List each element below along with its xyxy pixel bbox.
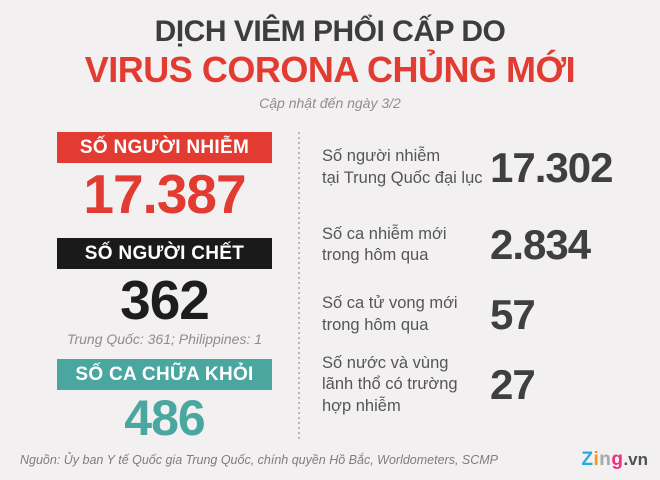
logo-letter-n: n — [599, 449, 612, 470]
stat-value-deaths: 362 — [120, 269, 210, 332]
detail-label: Số người nhiễm tại Trung Quốc đại lục — [322, 147, 483, 187]
summary-column: SỐ NGƯỜI NHIỄM 17.387 SỐ NGƯỜI CHẾT 362 … — [57, 128, 272, 444]
dashed-divider — [298, 132, 300, 440]
detail-label: Số ca tử vong mới trong hôm qua — [322, 294, 458, 334]
detail-row-new-cases: Số ca nhiễm mới trong hôm qua 2.834 — [322, 224, 634, 268]
detail-row-china-infected: Số người nhiễm tại Trung Quốc đại lục 17… — [322, 146, 634, 190]
detail-value: 2.834 — [490, 221, 591, 269]
source-text: Nguồn: Ủy ban Y tế Quốc gia Trung Quốc, … — [20, 453, 499, 467]
stat-block-recovered: SỐ CA CHỮA KHỎI 486 — [57, 359, 272, 444]
detail-row-new-deaths: Số ca tử vong mới trong hôm qua 57 — [322, 293, 634, 337]
update-date-subtitle: Cập nhật đến ngày 3/2 — [259, 94, 401, 111]
detail-label: Số ca nhiễm mới trong hôm qua — [322, 224, 447, 265]
page-title-line1: DỊCH VIÊM PHỔI CẤP DO — [154, 15, 506, 48]
logo-letter-z: Z — [581, 449, 594, 470]
footer: Nguồn: Ủy ban Y tế Quốc gia Trung Quốc, … — [20, 449, 648, 471]
stat-note-deaths-breakdown: Trung Quốc: 361; Philippines: 1 — [66, 331, 263, 348]
stat-block-infected: SỐ NGƯỜI NHIỄM 17.387 — [57, 132, 272, 222]
stat-value-infected: 17.387 — [83, 163, 246, 225]
stat-block-deaths: SỐ NGƯỜI CHẾT 362 Trung Quốc: 361; Phili… — [57, 238, 272, 347]
detail-value: 27 — [490, 361, 536, 409]
stat-banner-deaths: SỐ NGƯỜI CHẾT — [57, 238, 272, 270]
logo-letter-i: i — [593, 449, 600, 470]
zing-logo: Zing.vn — [581, 449, 648, 471]
main-content: SỐ NGƯỜI NHIỄM 17.387 SỐ NGƯỜI CHẾT 362 … — [0, 128, 660, 444]
detail-value: 57 — [490, 290, 536, 338]
logo-suffix: .vn — [623, 450, 648, 469]
page-title-line2: VIRUS CORONA CHỦNG MỚI — [84, 48, 576, 90]
detail-label: Số nước và vùng lãnh thổ có trường hợp n… — [322, 353, 458, 416]
detail-column: Số người nhiễm tại Trung Quốc đại lục 17… — [322, 128, 660, 440]
stat-banner-recovered: SỐ CA CHỮA KHỎI — [57, 359, 272, 391]
header: DỊCH VIÊM PHỔI CẤP DO VIRUS CORONA CHỦNG… — [0, 0, 660, 111]
detail-value: 17.302 — [490, 143, 613, 191]
stat-banner-infected: SỐ NGƯỜI NHIỄM — [57, 132, 272, 163]
detail-row-countries: Số nước và vùng lãnh thổ có trường hợp n… — [322, 353, 634, 418]
logo-letter-g: g — [611, 449, 624, 470]
stat-value-recovered: 486 — [124, 390, 205, 447]
